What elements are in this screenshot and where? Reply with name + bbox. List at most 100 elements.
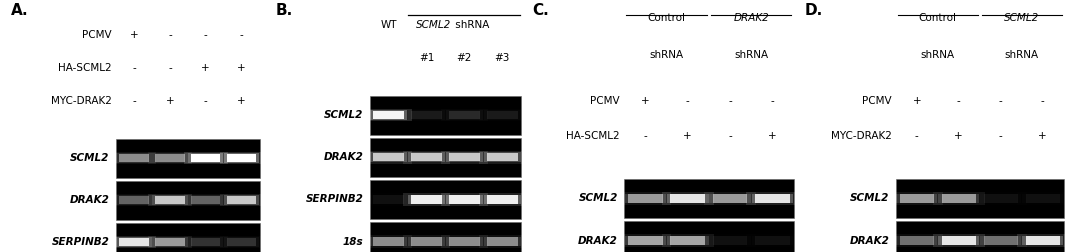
Bar [896, 236, 938, 245]
Bar [441, 193, 488, 206]
Text: -: - [999, 131, 1003, 141]
Bar [896, 194, 938, 203]
Text: +: + [237, 63, 246, 73]
Text: SCML2: SCML2 [579, 194, 617, 203]
Bar [116, 181, 260, 220]
Bar [370, 195, 407, 204]
Text: +: + [955, 131, 963, 141]
Bar [365, 151, 412, 164]
Bar [370, 138, 521, 177]
Bar [449, 111, 480, 119]
Bar [933, 234, 985, 247]
Bar [441, 151, 488, 164]
Bar [191, 238, 220, 246]
Bar [747, 234, 799, 247]
Bar [487, 111, 518, 119]
Text: DRAK2: DRAK2 [578, 236, 617, 245]
Bar [153, 195, 188, 205]
Bar [484, 237, 521, 246]
Text: +: + [768, 131, 776, 141]
Bar [484, 110, 521, 120]
Text: -: - [728, 96, 732, 106]
Bar [628, 194, 663, 203]
Bar [484, 195, 521, 204]
Bar [942, 236, 976, 245]
Text: WT: WT [380, 20, 397, 30]
Bar [184, 236, 227, 248]
Bar [445, 237, 483, 246]
Bar [449, 237, 480, 246]
Text: -: - [770, 96, 774, 106]
Bar [1022, 194, 1064, 203]
Bar [487, 153, 518, 162]
Bar [975, 192, 1026, 205]
Text: -: - [204, 30, 207, 40]
Text: PCMV: PCMV [862, 96, 892, 106]
Bar [153, 153, 188, 163]
Bar [224, 195, 260, 205]
Bar [373, 153, 404, 162]
Bar [120, 154, 148, 162]
Text: DRAK2: DRAK2 [849, 236, 890, 245]
Bar [704, 192, 756, 205]
Text: B.: B. [276, 3, 293, 18]
Bar [220, 236, 264, 248]
Bar [747, 192, 799, 205]
Text: -: - [204, 96, 207, 106]
Bar [226, 238, 256, 246]
Bar [441, 109, 488, 121]
Bar [625, 194, 666, 203]
Text: DRAK2: DRAK2 [69, 195, 110, 205]
Text: +: + [684, 131, 692, 141]
Text: +: + [237, 96, 246, 106]
Bar [984, 194, 1018, 203]
Bar [220, 194, 264, 206]
Bar [445, 195, 483, 204]
Bar [112, 236, 156, 248]
Bar [899, 194, 934, 203]
Bar [147, 194, 192, 206]
Bar [411, 153, 442, 162]
Bar [116, 223, 260, 252]
Bar [365, 109, 412, 121]
Bar [408, 152, 445, 162]
Bar [1025, 236, 1059, 245]
Text: -: - [686, 96, 690, 106]
Bar [188, 195, 223, 205]
Text: SCML2: SCML2 [1004, 13, 1039, 23]
Text: -: - [239, 30, 244, 40]
Bar [155, 154, 185, 162]
Bar [404, 193, 450, 206]
Bar [666, 236, 708, 245]
Text: +: + [912, 96, 921, 106]
Bar [404, 235, 450, 248]
Text: SERPINB2: SERPINB2 [52, 237, 110, 247]
Bar [373, 237, 404, 246]
Bar [226, 196, 256, 204]
Bar [116, 195, 152, 205]
Bar [155, 238, 185, 246]
Text: shRNA: shRNA [649, 50, 684, 60]
Bar [120, 238, 148, 246]
Bar [980, 236, 1021, 245]
Bar [226, 154, 256, 162]
Bar [184, 152, 227, 164]
Bar [628, 236, 663, 245]
Bar [408, 110, 445, 120]
Bar [942, 194, 976, 203]
Bar [120, 196, 148, 204]
Bar [365, 235, 412, 248]
Bar [671, 194, 705, 203]
Text: MYC-DRAK2: MYC-DRAK2 [51, 96, 112, 106]
Text: 18s: 18s [343, 237, 363, 246]
Text: #2: #2 [457, 53, 472, 63]
Bar [373, 111, 404, 119]
Bar [404, 109, 450, 121]
Bar [891, 192, 943, 205]
Bar [370, 237, 407, 246]
Bar [445, 152, 483, 162]
Text: -: - [132, 63, 136, 73]
Text: +: + [166, 96, 174, 106]
Bar [370, 110, 407, 120]
Text: +: + [1038, 131, 1047, 141]
